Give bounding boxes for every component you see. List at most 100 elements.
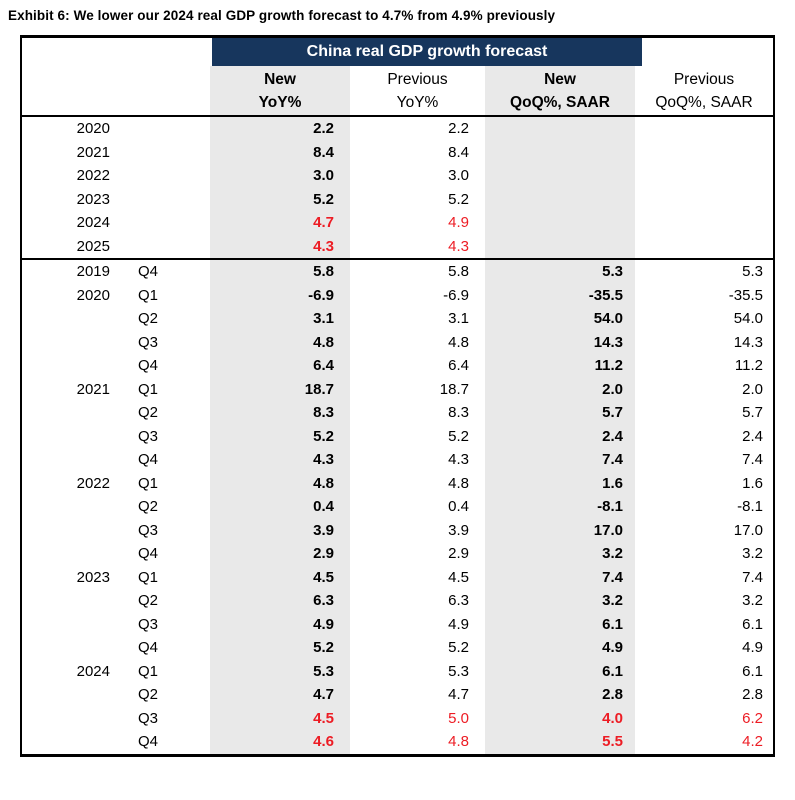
prev-qoq-cell: 5.3 — [742, 263, 763, 280]
new-yoy-cell: 8.4 — [210, 140, 350, 164]
year-cell: 2021 — [76, 380, 110, 398]
year-cell — [22, 730, 110, 754]
quarter-cell: Q4 — [138, 451, 159, 468]
prev-yoy-cell: 6.4 — [448, 357, 469, 374]
new-yoy-cell: 5.3 — [210, 659, 350, 683]
new-yoy-column-header: New YoY% — [210, 66, 350, 115]
quarter-cell — [110, 235, 210, 259]
prev-qoq-cell: 17.0 — [733, 521, 763, 539]
new-yoy-cell: 0.4 — [210, 495, 350, 519]
annual-rows-section: 2020 2.2 2.2 2021 8.4 8.4 2022 3.0 3.0 2023 5.2 5.2… — [22, 117, 773, 260]
table-row: Q2 4.7 4.7 2.8 2.8 — [22, 683, 773, 707]
prev-yoy-cell: 4.5 — [448, 568, 469, 586]
table-row: Q2 6.3 6.3 3.2 3.2 — [22, 589, 773, 613]
prev-qoq-cell: 4.9 — [742, 639, 763, 656]
table-row: 2022 3.0 3.0 — [22, 164, 773, 188]
new-qoq-cell — [485, 187, 635, 211]
new-qoq-cell: 4.9 — [485, 636, 635, 660]
quarter-cell: Q3 — [138, 615, 159, 633]
year-cell — [22, 331, 110, 355]
new-yoy-cell: 3.9 — [210, 518, 350, 542]
prev-yoy-cell: 3.0 — [448, 167, 469, 184]
prev-qoq-cell: 2.4 — [742, 427, 763, 445]
year-cell: 2019 — [76, 263, 110, 280]
new-yoy-cell: 2.2 — [210, 117, 350, 141]
prev-qoq-cell — [635, 235, 773, 259]
prev-qoq-cell: 14.3 — [733, 333, 763, 351]
year-cell: 2021 — [76, 143, 110, 161]
year-cell — [22, 636, 110, 660]
table-row: Q3 3.9 3.9 17.0 17.0 — [22, 518, 773, 543]
new-yoy-cell: 4.7 — [210, 211, 350, 235]
new-qoq-cell: 54.0 — [485, 307, 635, 331]
prev-qoq-cell — [635, 211, 773, 235]
prev-yoy-cell: 5.2 — [448, 639, 469, 656]
year-cell — [22, 495, 110, 519]
prev-qoq-cell: 4.2 — [742, 733, 763, 750]
quarter-cell: Q4 — [138, 733, 159, 750]
table-row: 2022 Q1 4.8 4.8 1.6 1.6 — [22, 471, 773, 495]
new-qoq-cell: 3.2 — [485, 589, 635, 613]
new-yoy-cell: 4.8 — [210, 330, 350, 354]
prev-qoq-cell: 3.2 — [742, 545, 763, 562]
year-cell: 2024 — [76, 214, 110, 231]
new-yoy-cell: 4.6 — [210, 730, 350, 754]
new-qoq-cell: 5.5 — [485, 730, 635, 754]
prev-qoq-cell: -35.5 — [728, 286, 763, 304]
prev-yoy-cell: 5.2 — [448, 190, 469, 208]
new-yoy-cell: 4.3 — [210, 448, 350, 472]
new-qoq-cell: 11.2 — [485, 354, 635, 378]
prev-qoq-cell — [635, 164, 773, 188]
prev-yoy-cell: 5.3 — [448, 662, 469, 680]
new-qoq-cell — [485, 234, 635, 258]
new-yoy-cell: 8.3 — [210, 401, 350, 425]
prev-yoy-cell: 18.7 — [439, 380, 469, 398]
quarter-cell: Q4 — [138, 263, 159, 280]
new-qoq-cell — [485, 117, 635, 141]
table-row: Q4 2.9 2.9 3.2 3.2 — [22, 542, 773, 566]
year-cell — [22, 589, 110, 613]
new-yoy-cell: 4.3 — [210, 234, 350, 258]
new-qoq-cell: 7.4 — [485, 448, 635, 472]
prev-qoq-cell: 5.7 — [742, 404, 763, 421]
new-qoq-cell — [485, 140, 635, 164]
new-yoy-cell: 4.8 — [210, 471, 350, 495]
prev-qoq-cell — [635, 141, 773, 165]
column-header-row: New YoY% Previous YoY% New QoQ%, SAAR Pr… — [22, 66, 773, 117]
new-qoq-cell — [485, 211, 635, 235]
year-cell — [22, 519, 110, 543]
new-yoy-cell: 5.8 — [210, 260, 350, 284]
table-row: Q4 4.3 4.3 7.4 7.4 — [22, 448, 773, 472]
table-row: 2024 Q1 5.3 5.3 6.1 6.1 — [22, 659, 773, 683]
quarterly-rows-section: 2019 Q4 5.8 5.8 5.3 5.3 2020 Q1 -6.9 -6.9 -35.5 -35… — [22, 260, 773, 754]
quarter-cell — [110, 164, 210, 188]
quarter-cell: Q2 — [138, 498, 159, 515]
quarter-cell: Q3 — [138, 333, 159, 351]
prev-qoq-cell: 54.0 — [733, 310, 763, 327]
year-cell — [22, 425, 110, 449]
prev-qoq-cell: 7.4 — [742, 451, 763, 468]
quarter-cell: Q3 — [138, 709, 159, 727]
table-row: Q3 5.2 5.2 2.4 2.4 — [22, 424, 773, 449]
year-cell: 2024 — [76, 662, 110, 680]
quarter-cell: Q4 — [138, 545, 159, 562]
prev-yoy-cell: 4.8 — [448, 474, 469, 492]
new-qoq-cell: 2.0 — [485, 377, 635, 401]
prev-yoy-cell: 4.9 — [448, 214, 469, 231]
prev-yoy-cell: 4.3 — [448, 451, 469, 468]
quarter-cell: Q2 — [138, 686, 159, 703]
year-cell — [22, 401, 110, 425]
prev-qoq-cell: 7.4 — [742, 568, 763, 586]
table-row: Q3 4.9 4.9 6.1 6.1 — [22, 612, 773, 636]
prev-yoy-cell: 8.3 — [448, 404, 469, 421]
year-cell — [22, 707, 110, 731]
year-cell — [22, 354, 110, 378]
new-yoy-cell: 3.1 — [210, 307, 350, 331]
prev-yoy-cell: 2.9 — [448, 545, 469, 562]
table-title-row: China real GDP growth forecast — [22, 38, 773, 66]
prev-yoy-cell: 2.2 — [448, 120, 469, 137]
table-row: 2023 Q1 4.5 4.5 7.4 7.4 — [22, 565, 773, 589]
quarter-cell — [110, 117, 210, 141]
year-cell: 2025 — [76, 237, 110, 255]
header-line: Previous — [673, 70, 735, 88]
